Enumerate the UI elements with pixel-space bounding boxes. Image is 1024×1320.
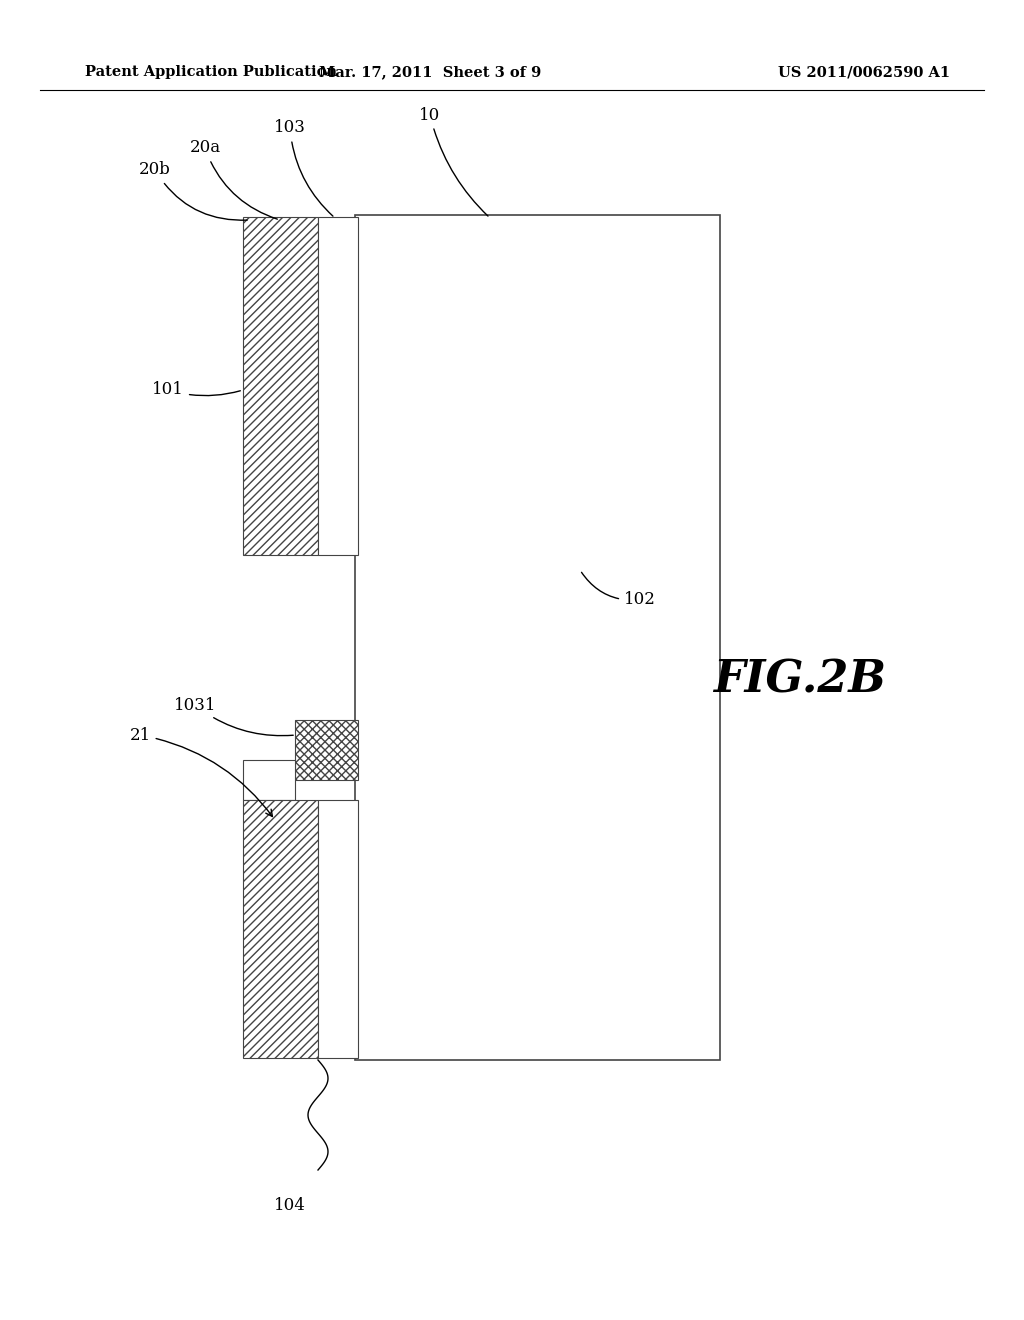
Text: 1031: 1031 xyxy=(174,697,293,735)
Text: 101: 101 xyxy=(152,381,241,399)
Text: 21: 21 xyxy=(129,726,272,817)
Bar xyxy=(243,760,295,800)
Text: Patent Application Publication: Patent Application Publication xyxy=(85,65,337,79)
Bar xyxy=(318,216,358,554)
Bar xyxy=(318,800,358,1059)
Bar xyxy=(243,216,318,554)
Text: 104: 104 xyxy=(274,1196,306,1213)
Bar xyxy=(355,215,720,1060)
Text: 10: 10 xyxy=(420,107,488,216)
Bar xyxy=(243,800,318,1059)
Bar xyxy=(295,719,358,780)
Text: 103: 103 xyxy=(274,120,333,216)
Text: US 2011/0062590 A1: US 2011/0062590 A1 xyxy=(778,65,950,79)
Text: 20b: 20b xyxy=(139,161,247,220)
Text: FIG.2B: FIG.2B xyxy=(714,659,887,701)
Text: 20a: 20a xyxy=(189,140,278,219)
Text: 102: 102 xyxy=(582,573,656,609)
Text: Mar. 17, 2011  Sheet 3 of 9: Mar. 17, 2011 Sheet 3 of 9 xyxy=(318,65,541,79)
